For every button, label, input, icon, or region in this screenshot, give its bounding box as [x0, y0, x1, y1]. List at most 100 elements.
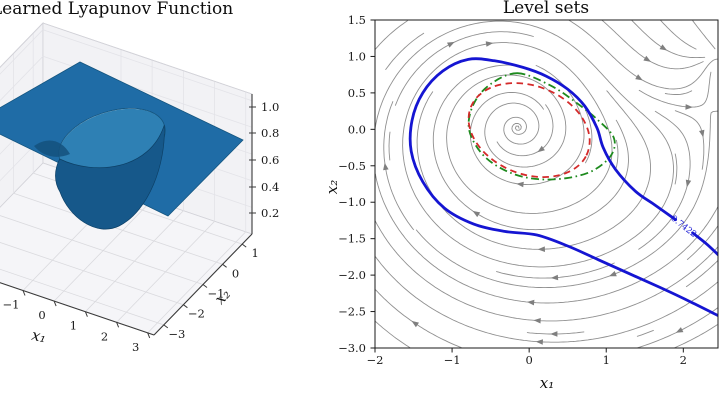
- x1-tick-label: 2: [101, 329, 108, 343]
- flow-arrow: [472, 210, 481, 218]
- flow-arrow: [635, 74, 643, 81]
- x-tick-label: 1: [603, 353, 610, 367]
- streamline: [674, 324, 718, 348]
- x1-tick-mark: [53, 300, 57, 307]
- flow-arrow: [659, 44, 668, 51]
- streamline: [631, 20, 706, 59]
- flow-arrow: [516, 181, 524, 188]
- flow-arrow: [643, 55, 651, 62]
- flow-arrow: [485, 41, 494, 47]
- plot-frame: [374, 19, 719, 349]
- flow-arrow: [447, 41, 455, 48]
- x1-tick-mark: [22, 290, 26, 296]
- box-top-edge: [0, 22, 44, 68]
- pane-gridline: [0, 56, 44, 102]
- y-tick-label: 0.5: [348, 86, 366, 100]
- level-sets-plot: −2 −1 0 1 2 1.5 1.0 0.5 0.0 −0.5 −1.0 −1.5 −2.0 −2.5 −…: [323, 0, 719, 392]
- x-tick-label: −1: [444, 353, 461, 367]
- x1-tick-mark: [147, 332, 151, 339]
- streamline: [660, 20, 697, 50]
- flow-arrow: [527, 299, 535, 306]
- y-tick-label: 0.0: [348, 122, 366, 136]
- x1-tick-mark: [116, 322, 120, 328]
- flow-arrow: [537, 145, 545, 153]
- flow-arrow: [383, 162, 389, 171]
- flow-arrow: [535, 339, 543, 345]
- x2-tick-mark: [183, 304, 188, 309]
- streamline: [638, 71, 712, 108]
- x1-tick-mark: [84, 311, 88, 317]
- streamline: [664, 90, 693, 95]
- y-tick-label: 1.0: [348, 49, 366, 63]
- level-curves-group: [408, 57, 718, 317]
- x-tick-label: 2: [680, 353, 687, 367]
- floor-gridline: [0, 268, 164, 326]
- x1-tick-label: 1: [70, 319, 77, 333]
- z-tick-label: 0.2: [261, 206, 279, 220]
- flow-arrow: [550, 331, 558, 337]
- box-top-edge: [42, 22, 253, 95]
- streamline: [375, 20, 408, 50]
- surface-group: [0, 61, 244, 230]
- y-tick-label: −2.0: [338, 268, 366, 282]
- y-tick-label: 1.5: [348, 13, 366, 27]
- flow-arrow: [685, 104, 693, 110]
- streamline: [685, 260, 718, 288]
- streamline: [375, 20, 674, 268]
- x2-tick-label: −3: [168, 327, 185, 341]
- pane-gridline: [42, 29, 253, 102]
- streamline: [388, 131, 391, 161]
- floor-gridline: [0, 241, 184, 306]
- x1-axis-line: [0, 282, 155, 336]
- z-tick-label: 1.0: [261, 100, 279, 114]
- x2-tick-mark: [222, 263, 227, 268]
- z-tick-label: 0.8: [261, 126, 279, 140]
- plot3d-xlabel: x₁: [30, 326, 48, 347]
- y-tick-label: −0.5: [338, 159, 366, 173]
- streamline: [674, 153, 678, 185]
- flow-arrow: [411, 320, 419, 328]
- x-tick-label: 0: [525, 353, 532, 367]
- streamline: [375, 321, 411, 348]
- streamline: [615, 139, 619, 169]
- streamline: [385, 32, 425, 70]
- x1-tick-label: 0: [38, 308, 45, 322]
- axis-ticks: −2 −1 0 1 2 1.5 1.0 0.5 0.0 −0.5 −1.0 −1.5 −2.0 −2.5 −…: [338, 13, 687, 367]
- streamline: [686, 225, 718, 260]
- x1-tick-label: −1: [3, 298, 20, 312]
- x2-tick-mark: [163, 324, 169, 329]
- x2-tick-label: −2: [188, 307, 205, 321]
- x2-tick-mark: [241, 243, 247, 248]
- streamline: [383, 101, 414, 231]
- plot2d-ylabel: x₂: [323, 180, 341, 194]
- flow-arrow: [609, 271, 617, 277]
- plot3d-title: Learned Lyapunov Function: [0, 0, 233, 19]
- rim-shadow: [34, 140, 70, 157]
- plot2d-title: Level sets: [503, 0, 589, 18]
- x-tick-label: −2: [367, 353, 384, 367]
- y-tick-label: −1.0: [338, 195, 366, 209]
- streamline: [496, 104, 554, 157]
- z-tick-label: 0.6: [261, 153, 279, 167]
- streamline: [415, 110, 718, 289]
- y-tick-label: −1.5: [338, 232, 366, 246]
- streamline: [432, 64, 629, 231]
- x2-tick-mark: [202, 284, 208, 288]
- y-tick-label: −3.0: [338, 341, 366, 355]
- streamlines-group: [375, 20, 718, 348]
- streamline: [585, 110, 593, 164]
- flow-arrow: [699, 129, 705, 138]
- x2-tick-label: 0: [232, 266, 239, 280]
- y-tick-label: −2.5: [338, 305, 366, 319]
- level-set-curve: [408, 57, 718, 317]
- floor-gridline: [0, 215, 204, 285]
- streamline: [692, 20, 716, 50]
- floor-gridline: [13, 192, 223, 265]
- green-dashdot-curve: [467, 72, 616, 181]
- streamline: [568, 20, 718, 90]
- z-tick-label: 0.4: [261, 180, 279, 194]
- streamline: [375, 220, 718, 322]
